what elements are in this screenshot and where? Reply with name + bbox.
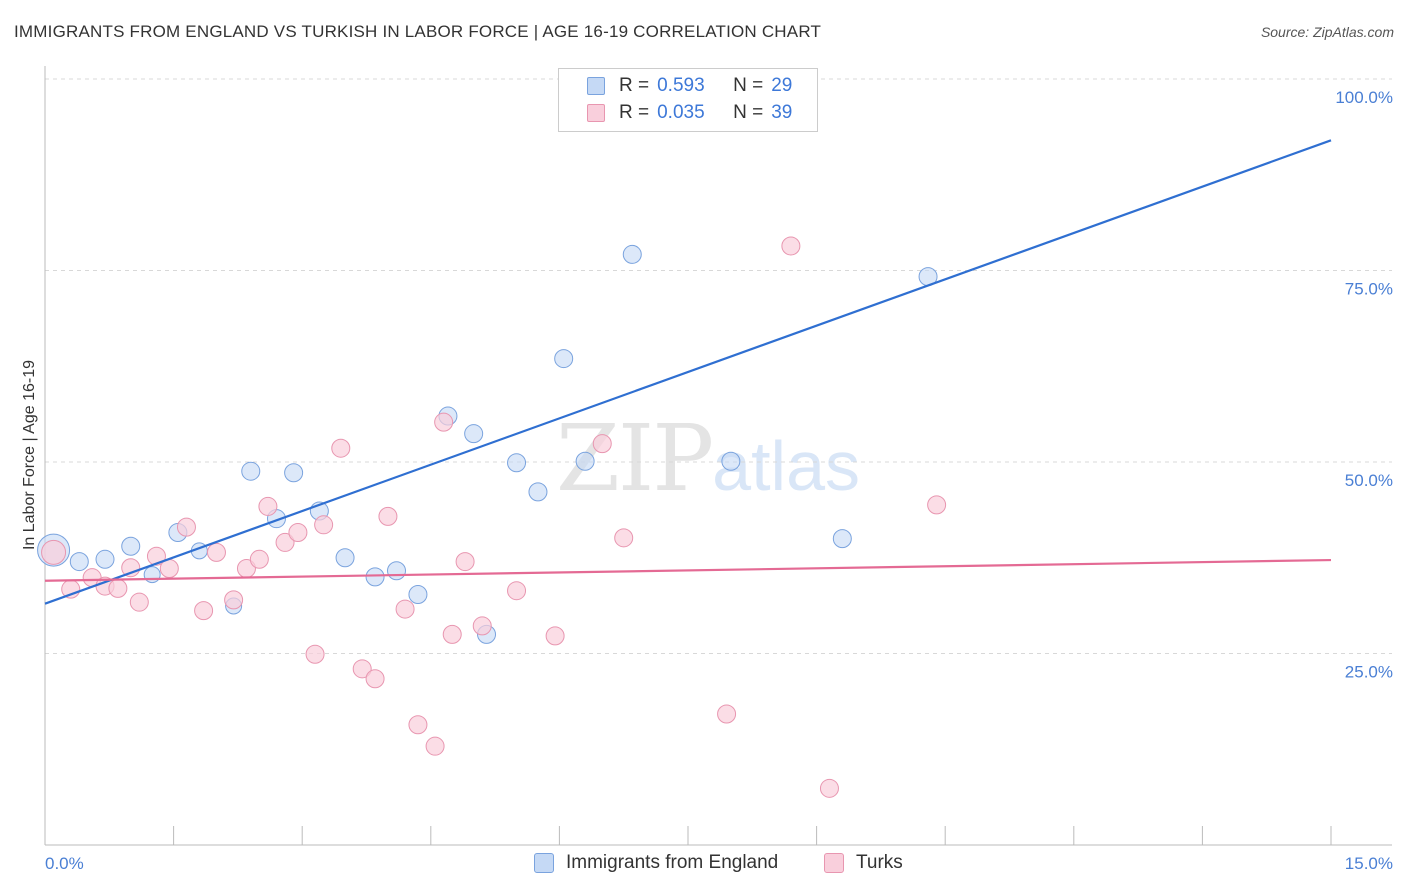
legend-r-label: R =: [619, 75, 650, 96]
turks-point: [176, 517, 196, 537]
legend-n-value: 29: [771, 75, 793, 96]
turks-point: [288, 522, 308, 542]
axes: [44, 66, 1392, 846]
x-tick-label: 0.0%: [45, 854, 84, 873]
turks-point: [378, 506, 398, 526]
turks-point: [717, 704, 737, 724]
chart-title: IMMIGRANTS FROM ENGLAND VS TURKISH IN LA…: [14, 22, 822, 41]
legend-r-value: 0.035: [657, 102, 705, 123]
y-tick-label: 100.0%: [1335, 88, 1393, 107]
bottom-legend-label: Immigrants from England: [566, 852, 779, 873]
england-point: [121, 536, 141, 556]
turks-swatch: [824, 853, 844, 873]
england-point: [284, 463, 304, 483]
turks-point: [41, 539, 67, 565]
turks-point: [592, 434, 612, 454]
turks-point: [781, 236, 801, 256]
england-point: [721, 451, 741, 471]
turks-point: [258, 496, 278, 516]
turks-point: [425, 736, 445, 756]
turks-point: [365, 669, 385, 689]
england-swatch: [587, 77, 605, 95]
turks-point: [108, 578, 128, 598]
england-point: [143, 566, 161, 584]
turks-trend-line: [44, 558, 1332, 582]
tick-labels: 100.0% 75.0% 50.0% 25.0% 0.0% 15.0%: [45, 88, 1393, 873]
turks-points: [41, 236, 947, 798]
turks-point: [442, 624, 462, 644]
turks-point: [455, 552, 475, 572]
source-label: Source: ZipAtlas.com: [1260, 24, 1394, 40]
england-trend-line: [44, 139, 1332, 605]
legend-row-turks: R = 0.035 N = 39: [587, 100, 792, 126]
turks-point: [249, 549, 269, 569]
turks-point: [224, 590, 244, 610]
turks-point: [927, 495, 947, 515]
turks-point: [472, 616, 492, 636]
england-point: [832, 529, 852, 549]
trend-lines: [44, 139, 1332, 605]
bottom-legend-label: Turks: [856, 852, 903, 873]
turks-point: [614, 528, 634, 548]
legend: R = 0.593 N = 29 R = 0.035 N = 39: [558, 68, 818, 132]
england-point: [69, 552, 89, 572]
turks-point: [395, 599, 415, 619]
legend-n-label: N =: [733, 102, 764, 123]
turks-point: [434, 412, 454, 432]
england-point: [622, 244, 642, 264]
y-axis-label: In Labor Force | Age 16-19: [21, 360, 38, 550]
england-point: [95, 549, 115, 569]
england-point: [554, 349, 574, 369]
england-point: [365, 567, 385, 587]
england-point: [241, 461, 261, 481]
england-point: [387, 561, 407, 581]
turks-point: [352, 659, 372, 679]
turks-point: [146, 546, 166, 566]
england-swatch: [534, 853, 554, 873]
legend-r-label: R =: [619, 102, 650, 123]
legend-r-value: 0.593: [657, 75, 705, 96]
england-point: [335, 548, 355, 568]
x-tick-label: 15.0%: [1345, 854, 1393, 873]
england-point: [575, 451, 595, 471]
turks-point: [275, 532, 295, 552]
turks-point: [129, 592, 149, 612]
turks-point: [206, 542, 226, 562]
legend-n-value: 39: [771, 102, 793, 123]
y-tick-label: 50.0%: [1345, 471, 1393, 490]
turks-point: [408, 715, 428, 735]
turks-point: [545, 626, 565, 646]
turks-point: [507, 581, 527, 601]
england-point: [507, 453, 527, 473]
y-tick-label: 75.0%: [1345, 280, 1393, 299]
turks-point: [314, 515, 334, 535]
legend-n-label: N =: [733, 75, 764, 96]
legend-row-england: R = 0.593 N = 29: [587, 73, 792, 99]
england-point: [464, 424, 484, 444]
england-point: [528, 482, 548, 502]
turks-point: [305, 644, 325, 664]
bottom-legend-turks: Turks: [824, 852, 903, 874]
turks-point: [331, 438, 351, 458]
bottom-legend-england: Immigrants from England: [534, 852, 778, 874]
england-point: [408, 585, 428, 605]
turks-swatch: [587, 104, 605, 122]
y-tick-label: 25.0%: [1345, 663, 1393, 682]
turks-point: [194, 601, 214, 621]
turks-point: [819, 778, 839, 798]
